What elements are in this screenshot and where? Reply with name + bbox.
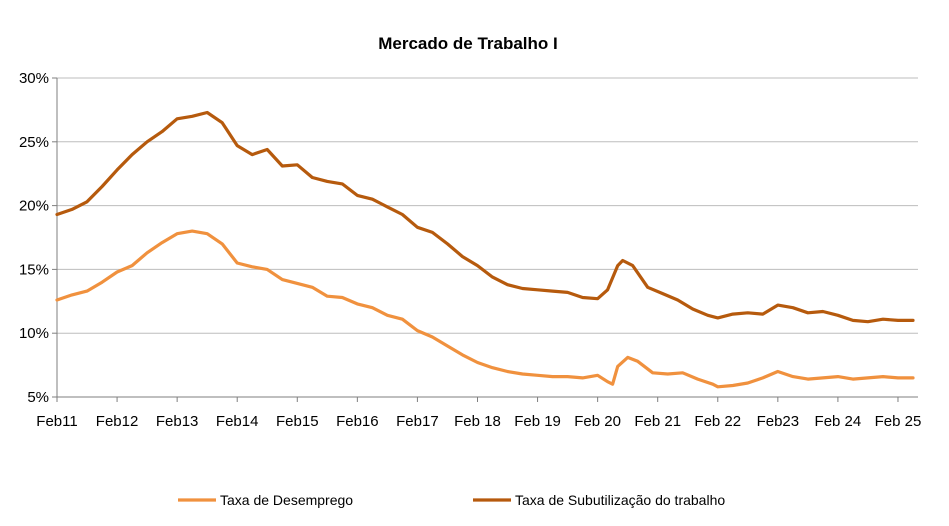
grid: [57, 77, 918, 334]
legend-label: Taxa de Desemprego: [220, 492, 353, 508]
x-tick-label: Feb 20: [574, 413, 621, 430]
y-tick-label: 30%: [19, 70, 49, 87]
y-tick-label: 25%: [19, 134, 49, 151]
y-axis-ticks: 5% 10% 15% 20% 25% 30%: [19, 70, 57, 406]
y-tick-label: 20%: [19, 198, 49, 215]
x-tick-label: Feb13: [156, 413, 199, 430]
x-tick-label: Feb16: [336, 413, 379, 430]
y-tick-label: 10%: [19, 325, 49, 342]
series-line-subutilizacao: [55, 110, 915, 324]
x-tick-label: Feb17: [396, 413, 439, 430]
x-tick-label: Feb14: [216, 413, 259, 430]
x-axis-ticks: Feb11 Feb12 Feb13 Feb14 Feb15 Feb16 Feb17 Feb 1…: [36, 397, 921, 430]
axes: [56, 78, 918, 398]
y-tick-label: 5%: [27, 389, 49, 406]
x-tick-label: Feb23: [757, 413, 800, 430]
x-tick-label: Feb15: [276, 413, 319, 430]
series-lines: [55, 110, 915, 389]
x-tick-label: Feb 21: [634, 413, 681, 430]
x-tick-label: Feb 18: [454, 413, 501, 430]
x-tick-label: Feb 19: [514, 413, 561, 430]
legend: Taxa de Desemprego Taxa de Subutilização …: [178, 492, 725, 508]
y-tick-label: 15%: [19, 261, 49, 278]
x-tick-label: Feb11: [36, 413, 77, 430]
series-line-desemprego: [55, 229, 915, 389]
legend-label: Taxa de Subutilização do trabalho: [515, 492, 725, 508]
chart-title: Mercado de Trabalho I: [378, 34, 558, 53]
x-tick-label: Feb 22: [694, 413, 741, 430]
x-tick-label: Feb12: [96, 413, 139, 430]
x-tick-label: Feb 24: [815, 413, 862, 430]
x-tick-label: Feb 25: [875, 413, 922, 430]
